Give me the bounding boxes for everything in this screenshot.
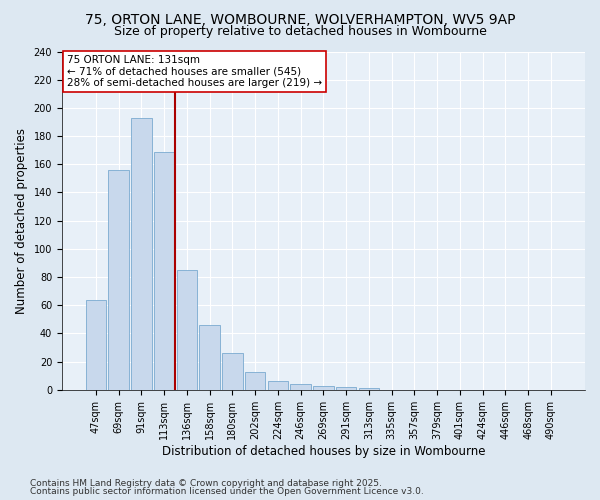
Bar <box>290 384 311 390</box>
Text: 75 ORTON LANE: 131sqm
← 71% of detached houses are smaller (545)
28% of semi-det: 75 ORTON LANE: 131sqm ← 71% of detached … <box>67 55 322 88</box>
Bar <box>336 387 356 390</box>
Bar <box>245 372 265 390</box>
Bar <box>222 353 242 390</box>
Y-axis label: Number of detached properties: Number of detached properties <box>15 128 28 314</box>
Bar <box>313 386 334 390</box>
Text: Contains public sector information licensed under the Open Government Licence v3: Contains public sector information licen… <box>30 487 424 496</box>
Text: Contains HM Land Registry data © Crown copyright and database right 2025.: Contains HM Land Registry data © Crown c… <box>30 478 382 488</box>
X-axis label: Distribution of detached houses by size in Wombourne: Distribution of detached houses by size … <box>162 444 485 458</box>
Bar <box>359 388 379 390</box>
Text: 75, ORTON LANE, WOMBOURNE, WOLVERHAMPTON, WV5 9AP: 75, ORTON LANE, WOMBOURNE, WOLVERHAMPTON… <box>85 12 515 26</box>
Bar <box>199 325 220 390</box>
Bar <box>109 170 129 390</box>
Bar <box>86 300 106 390</box>
Bar <box>154 152 175 390</box>
Bar <box>268 382 288 390</box>
Bar <box>131 118 152 390</box>
Text: Size of property relative to detached houses in Wombourne: Size of property relative to detached ho… <box>113 25 487 38</box>
Bar <box>176 270 197 390</box>
